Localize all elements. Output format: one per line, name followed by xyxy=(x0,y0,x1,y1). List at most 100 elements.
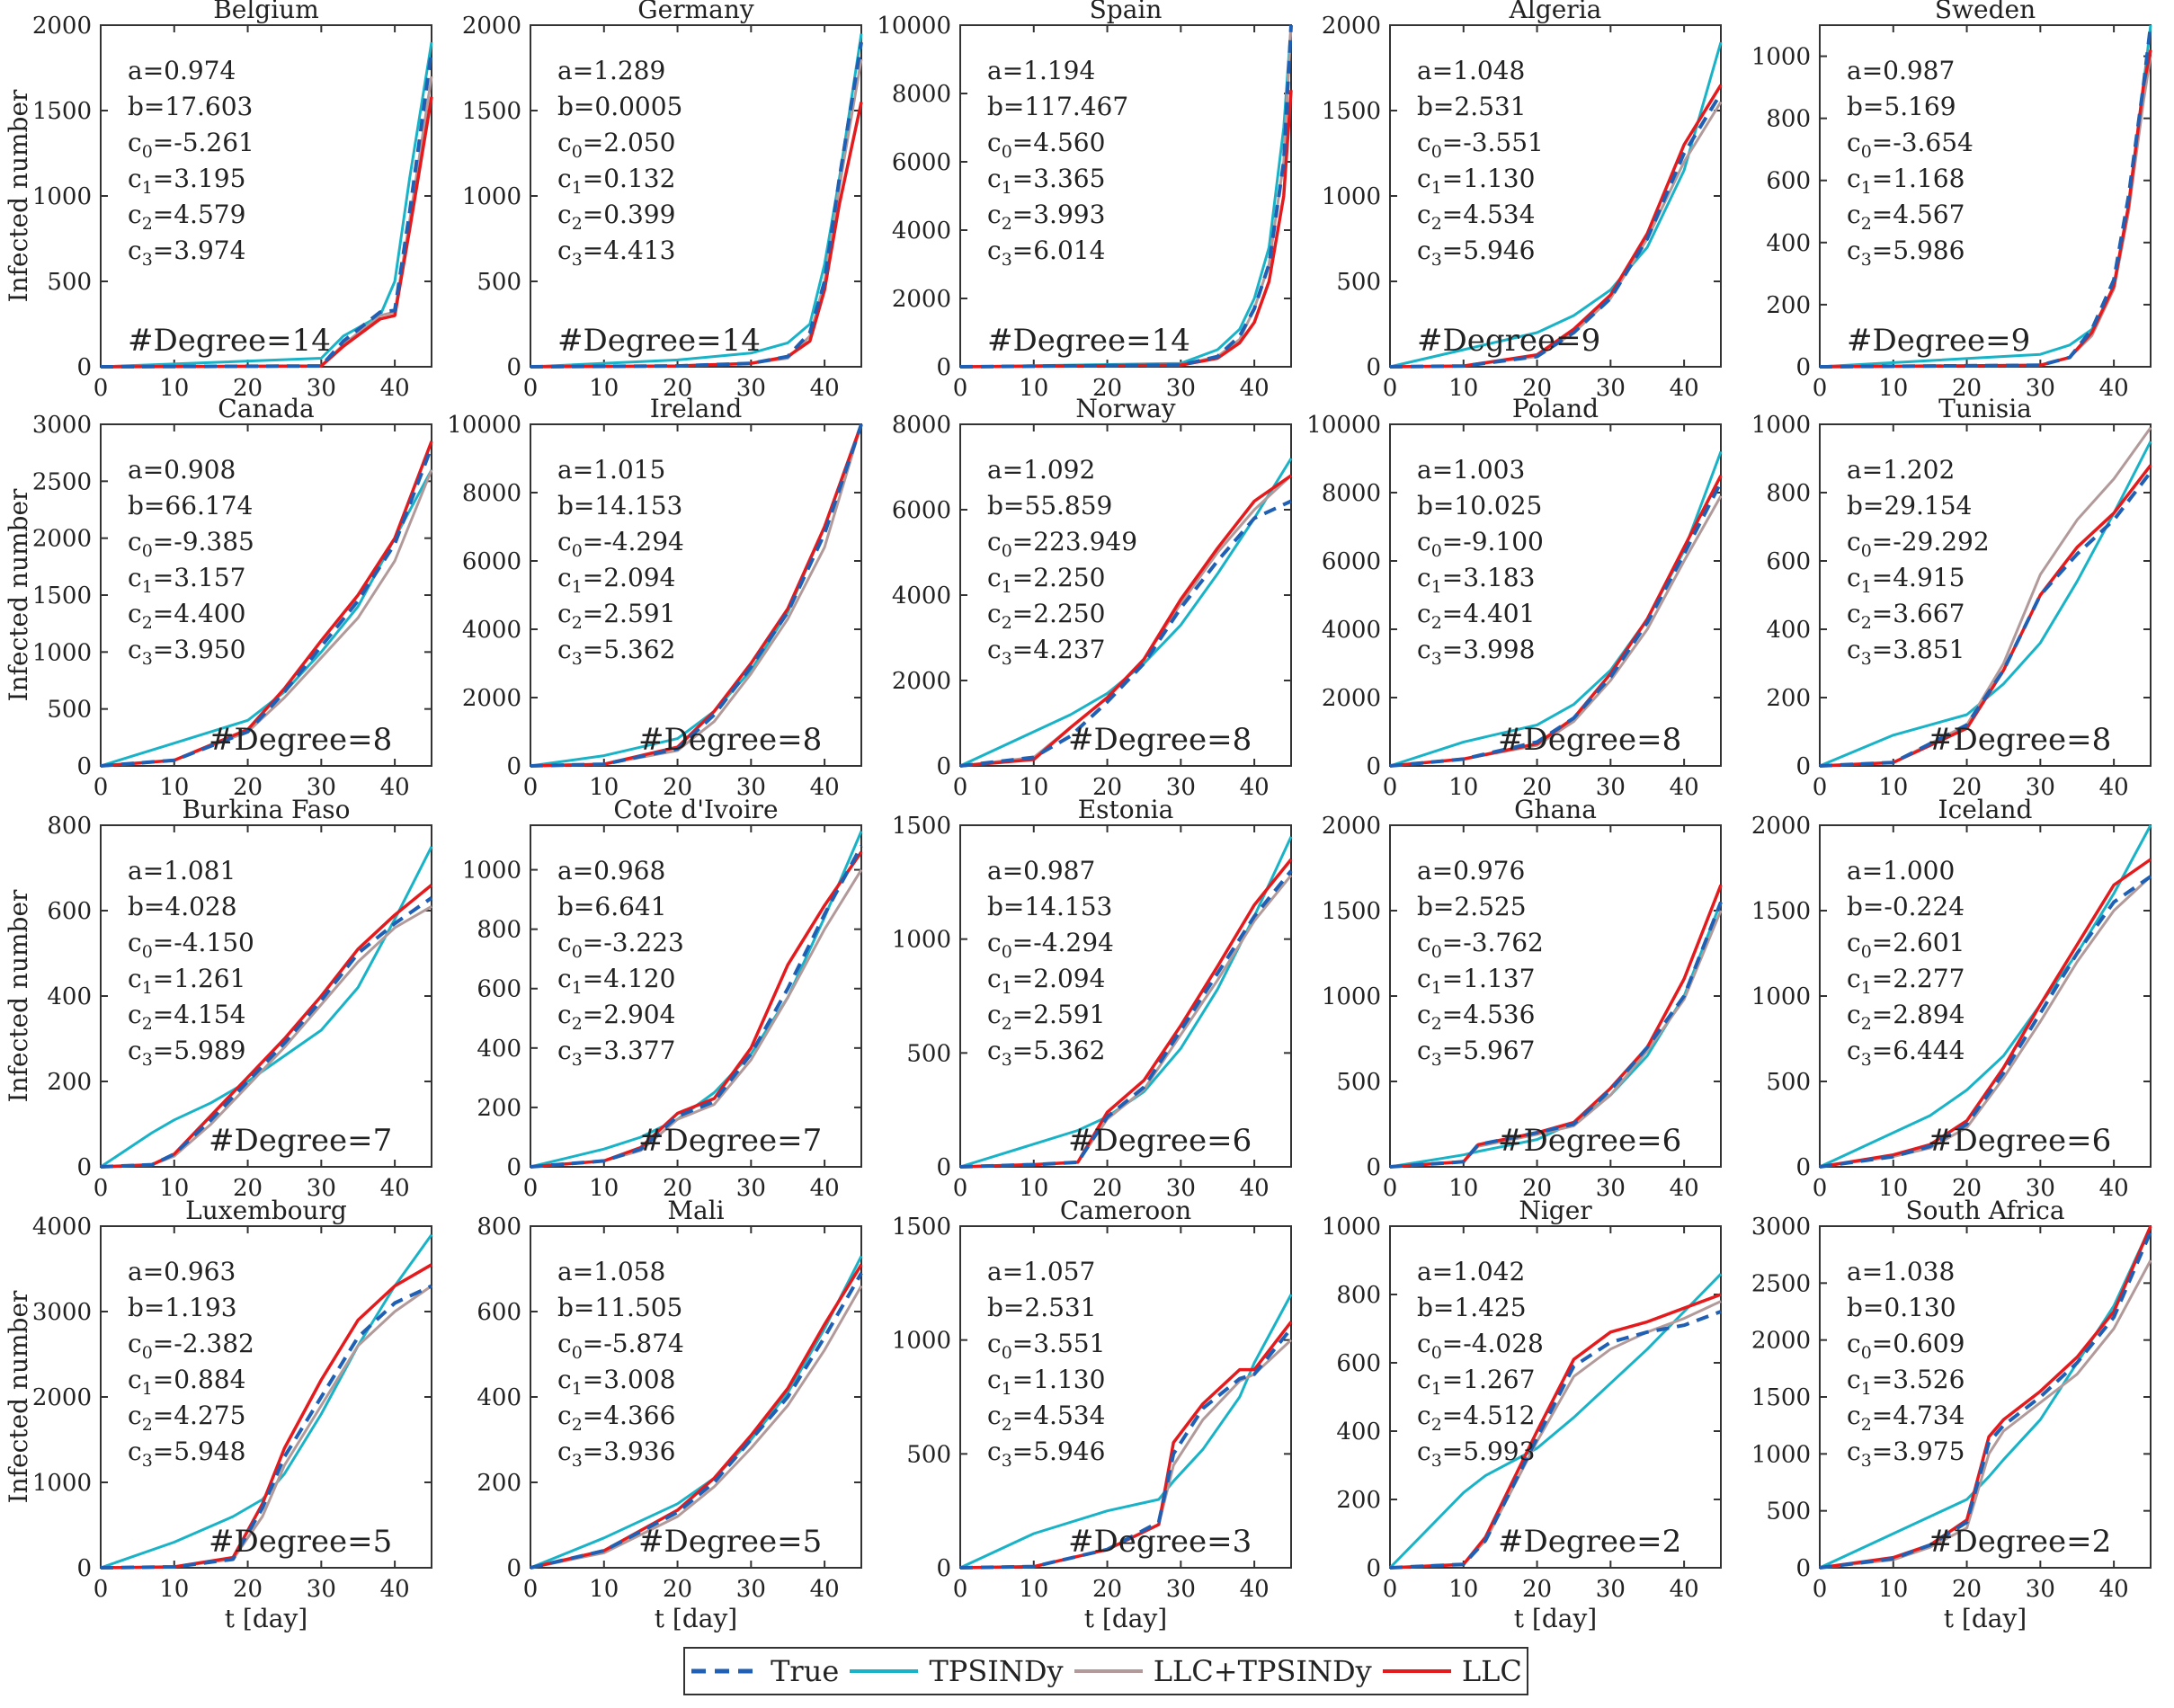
x-axis-label: t [day] xyxy=(1944,1604,2027,1633)
y-tick-label: 10000 xyxy=(447,412,521,439)
chart-panel: Mali 0 200 400 600 800 0 10 20 30 40 a=1.058 b=11.50… xyxy=(477,1196,863,1633)
param-label: c2=2.591 xyxy=(987,1000,1105,1034)
param-label: c1=3.008 xyxy=(557,1365,675,1399)
y-tick-label: 8000 xyxy=(892,81,951,108)
x-tick-label: 30 xyxy=(1166,375,1196,402)
x-tick-label: 20 xyxy=(1522,375,1552,402)
x-tick-label: 20 xyxy=(1092,774,1122,801)
param-label: c1=3.195 xyxy=(128,164,245,198)
y-tick-label: 0 xyxy=(1795,753,1811,780)
chart-title: Poland xyxy=(1512,394,1599,423)
param-label: b=-0.224 xyxy=(1847,892,1965,921)
legend-label-true: True xyxy=(771,1654,840,1688)
param-label: c3=3.377 xyxy=(557,1036,675,1070)
x-tick-label: 40 xyxy=(1240,1576,1270,1603)
param-label: c2=2.904 xyxy=(557,1000,675,1034)
param-label: a=1.000 xyxy=(1847,856,1955,885)
series-line-llc xyxy=(959,90,1293,369)
plot-frame xyxy=(1389,1225,1722,1569)
param-label: a=1.092 xyxy=(987,455,1095,485)
chart-panel: Luxembourg 0 1000 2000 3000 4000 0 10 20 30 40 a=0.… xyxy=(4,1196,433,1633)
y-tick-label: 6000 xyxy=(892,497,951,524)
series-line-true xyxy=(530,41,863,369)
legend-label-llc-tpsindy: LLC+TPSINDy xyxy=(1153,1654,1372,1688)
param-label: c1=4.915 xyxy=(1847,563,1965,597)
series-line-llc-tpsindy xyxy=(530,1285,863,1570)
y-tick-label: 2000 xyxy=(462,13,521,40)
param-label: b=1.193 xyxy=(128,1293,237,1322)
x-tick-label: 0 xyxy=(94,774,109,801)
param-label: c0=-5.261 xyxy=(128,128,254,162)
param-label: c2=3.667 xyxy=(1847,599,1965,633)
series-line-tpsindy xyxy=(959,458,1293,768)
x-tick-label: 20 xyxy=(1092,1576,1122,1603)
x-tick-label: 20 xyxy=(233,774,263,801)
param-label: c0=-3.551 xyxy=(1417,128,1544,162)
x-tick-label: 10 xyxy=(589,774,619,801)
param-label: c3=5.946 xyxy=(1417,236,1535,270)
param-label: b=14.153 xyxy=(987,892,1112,921)
param-label: c0=223.949 xyxy=(987,527,1137,561)
param-label: c2=4.400 xyxy=(128,599,245,633)
chart-title: Sweden xyxy=(1935,0,2036,24)
param-label: c2=0.399 xyxy=(557,200,675,234)
series-line-true xyxy=(1389,92,1723,369)
x-tick-label: 40 xyxy=(380,1576,410,1603)
y-tick-label: 1000 xyxy=(32,1470,92,1497)
y-tick-label: 600 xyxy=(477,976,521,1003)
y-tick-label: 1500 xyxy=(1322,98,1381,125)
param-label: c2=4.579 xyxy=(128,200,245,234)
param-label: c3=5.989 xyxy=(128,1036,245,1070)
param-label: b=29.154 xyxy=(1847,491,1972,520)
param-label: b=0.0005 xyxy=(557,92,682,121)
x-tick-label: 40 xyxy=(380,1175,410,1202)
param-label: c1=1.267 xyxy=(1417,1365,1535,1399)
param-label: c1=0.132 xyxy=(557,164,675,198)
x-tick-label: 20 xyxy=(1092,375,1122,402)
x-tick-label: 30 xyxy=(736,1175,766,1202)
chart-panel: Sweden 0 200 400 600 800 1000 0 10 20 30 40 a=0.987 b… xyxy=(1751,0,2152,402)
plot-frame xyxy=(959,824,1292,1168)
x-axis-label: t [day] xyxy=(1084,1604,1167,1633)
x-tick-label: 20 xyxy=(1522,1576,1552,1603)
param-label: a=0.963 xyxy=(128,1257,236,1286)
gray-line-icon xyxy=(1074,1669,1143,1673)
x-tick-label: 40 xyxy=(1240,774,1270,801)
x-tick-label: 10 xyxy=(1878,774,1908,801)
degree-label: #Degree=14 xyxy=(987,323,1190,359)
y-tick-label: 1500 xyxy=(1322,898,1381,925)
param-label: c2=4.154 xyxy=(128,1000,245,1034)
chart-panel: Poland 0 2000 4000 6000 8000 10000 0 10 20 30 40 a=1… xyxy=(1306,394,1723,801)
x-tick-label: 0 xyxy=(523,375,539,402)
series-line-tpsindy xyxy=(959,1294,1293,1570)
param-label: c0=-3.654 xyxy=(1847,128,1974,162)
x-tick-label: 10 xyxy=(159,1576,189,1603)
x-tick-label: 10 xyxy=(159,1175,189,1202)
x-tick-label: 20 xyxy=(663,774,692,801)
chart-title: Burkina Faso xyxy=(183,795,351,824)
param-label: c1=4.120 xyxy=(557,964,675,998)
param-label: c3=5.948 xyxy=(128,1437,245,1471)
param-label: a=1.048 xyxy=(1417,56,1525,85)
x-tick-label: 20 xyxy=(1522,774,1552,801)
dashed-line-icon xyxy=(691,1668,761,1674)
y-tick-label: 6000 xyxy=(1322,548,1381,575)
chart-title: Canada xyxy=(218,394,314,423)
y-tick-label: 1500 xyxy=(892,1214,951,1241)
param-label: c1=3.157 xyxy=(128,563,245,597)
x-tick-label: 20 xyxy=(663,1175,692,1202)
y-tick-label: 2000 xyxy=(1751,813,1811,840)
param-label: c3=4.237 xyxy=(987,635,1105,669)
x-tick-label: 40 xyxy=(1670,774,1699,801)
y-tick-label: 2000 xyxy=(1322,813,1381,840)
y-tick-label: 500 xyxy=(1336,269,1381,296)
x-tick-label: 20 xyxy=(1952,774,1982,801)
y-tick-label: 0 xyxy=(936,1154,951,1181)
y-tick-label: 0 xyxy=(506,354,521,381)
x-tick-label: 10 xyxy=(1878,1576,1908,1603)
y-tick-label: 0 xyxy=(936,354,951,381)
param-label: a=1.058 xyxy=(557,1257,665,1286)
chart-panel: Canada 0 500 1000 1500 2000 2500 3000 0 10 20 30 40 a… xyxy=(4,394,433,801)
plot-frame xyxy=(1389,423,1722,767)
y-tick-label: 2000 xyxy=(1751,1328,1811,1355)
